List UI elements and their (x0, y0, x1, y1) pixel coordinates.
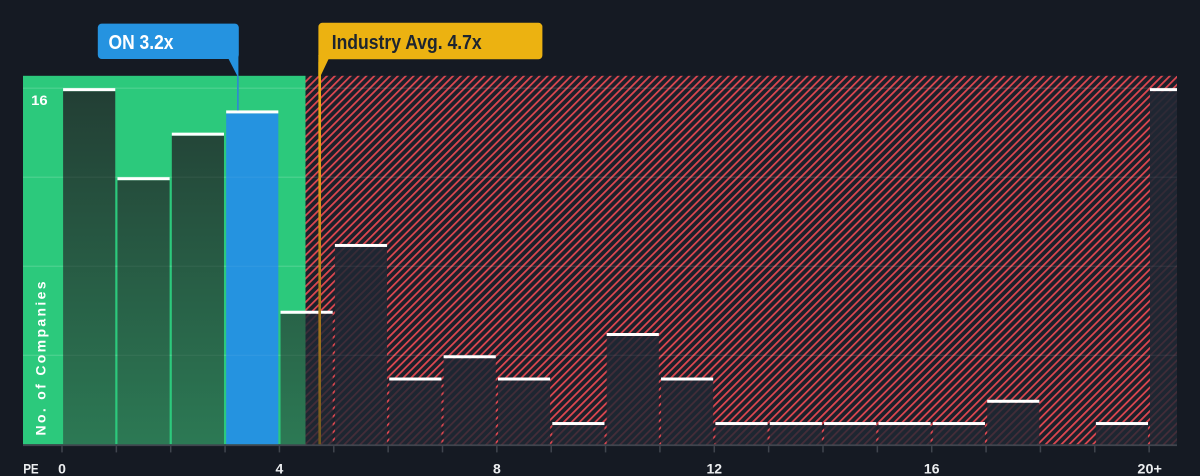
svg-text:16: 16 (924, 461, 940, 476)
svg-text:Industry Avg. 4.7x: Industry Avg. 4.7x (332, 32, 482, 54)
svg-text:ON 3.2x: ON 3.2x (109, 32, 174, 54)
svg-text:20+: 20+ (1137, 461, 1162, 476)
svg-text:No. of Companies: No. of Companies (32, 281, 48, 435)
svg-text:12: 12 (707, 461, 723, 476)
svg-text:PE: PE (23, 461, 39, 476)
svg-text:8: 8 (493, 461, 501, 476)
svg-text:0: 0 (58, 461, 66, 476)
svg-text:16: 16 (31, 92, 48, 108)
svg-text:4: 4 (276, 461, 284, 476)
